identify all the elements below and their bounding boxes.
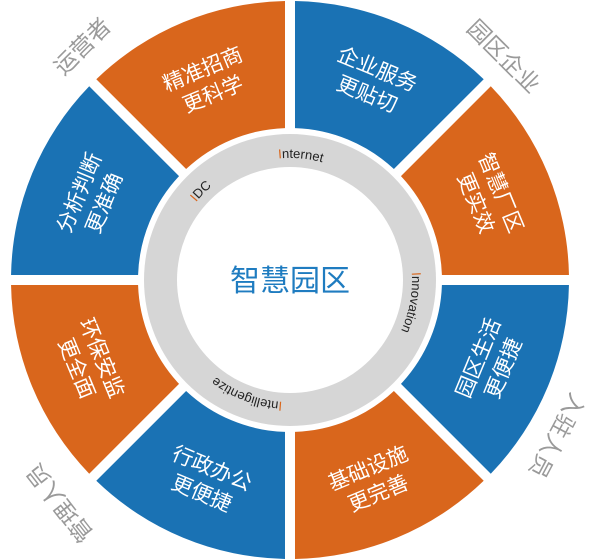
ring-label-internet: Internet [278,146,326,165]
center-title: 智慧园区 [230,264,350,299]
segment-4 [294,390,484,559]
segment-5 [96,390,286,559]
segment-7 [11,86,180,276]
segment-3 [400,284,569,474]
segment-2 [400,86,569,276]
segment-6 [11,284,180,474]
center-circle [177,167,403,393]
segment-1 [294,1,484,170]
segment-8 [96,1,286,170]
